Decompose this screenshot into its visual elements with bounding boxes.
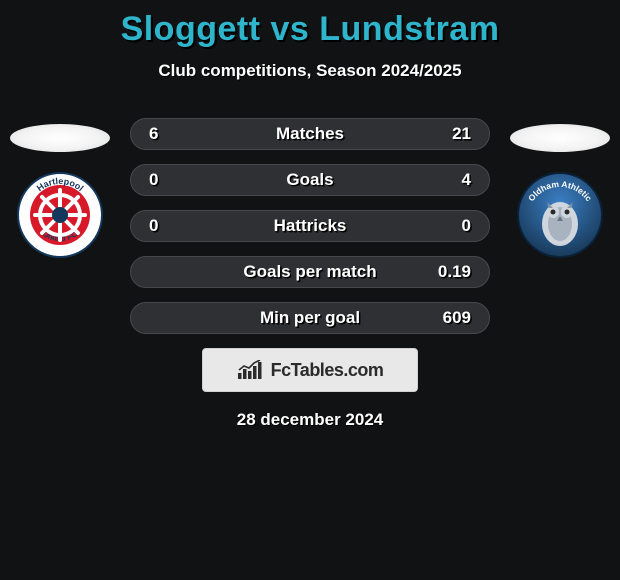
stat-row-goals: 0 Goals 4 [130,164,490,196]
stat-row-goals-per-match: Goals per match 0.19 [130,256,490,288]
subtitle: Club competitions, Season 2024/2025 [0,61,620,81]
stat-left-value: 0 [149,216,158,236]
stat-right-value: 0 [462,216,471,236]
oldham-badge-icon: Oldham Athletic [517,172,603,258]
player-right-avatar [510,124,610,152]
player-left-avatar [10,124,110,152]
stat-label: Min per goal [260,308,360,328]
date-label: 28 december 2024 [237,410,384,430]
page-title: Sloggett vs Lundstram [0,0,620,49]
stat-label: Goals [286,170,333,190]
stat-row-hattricks: 0 Hattricks 0 [130,210,490,242]
stat-row-matches: 6 Matches 21 [130,118,490,150]
stat-right-value: 609 [443,308,471,328]
stat-row-min-per-goal: Min per goal 609 [130,302,490,334]
stat-left-value: 0 [149,170,158,190]
brand-panel: FcTables.com [202,348,418,392]
stat-label: Hattricks [274,216,347,236]
stat-left-value: 6 [149,124,158,144]
footer: FcTables.com 28 december 2024 [0,348,620,430]
stat-label: Matches [276,124,344,144]
comparison-card: Sloggett vs Lundstram Club competitions,… [0,0,620,580]
stat-right-value: 4 [462,170,471,190]
player-left-column: Hartlepool United FC [0,124,120,258]
player-left-club-badge: Hartlepool United FC [17,172,103,258]
player-right-column: Oldham Athletic [500,124,620,258]
brand-chart-icon [237,360,263,380]
brand-label: FcTables.com [271,360,384,381]
player-right-club-badge: Oldham Athletic [517,172,603,258]
stat-right-value: 0.19 [438,262,471,282]
stats-list: 6 Matches 21 0 Goals 4 0 Hattricks 0 Goa… [130,118,490,334]
hartlepool-badge-icon: Hartlepool United FC [17,172,103,258]
stat-right-value: 21 [452,124,471,144]
stat-label: Goals per match [243,262,376,282]
